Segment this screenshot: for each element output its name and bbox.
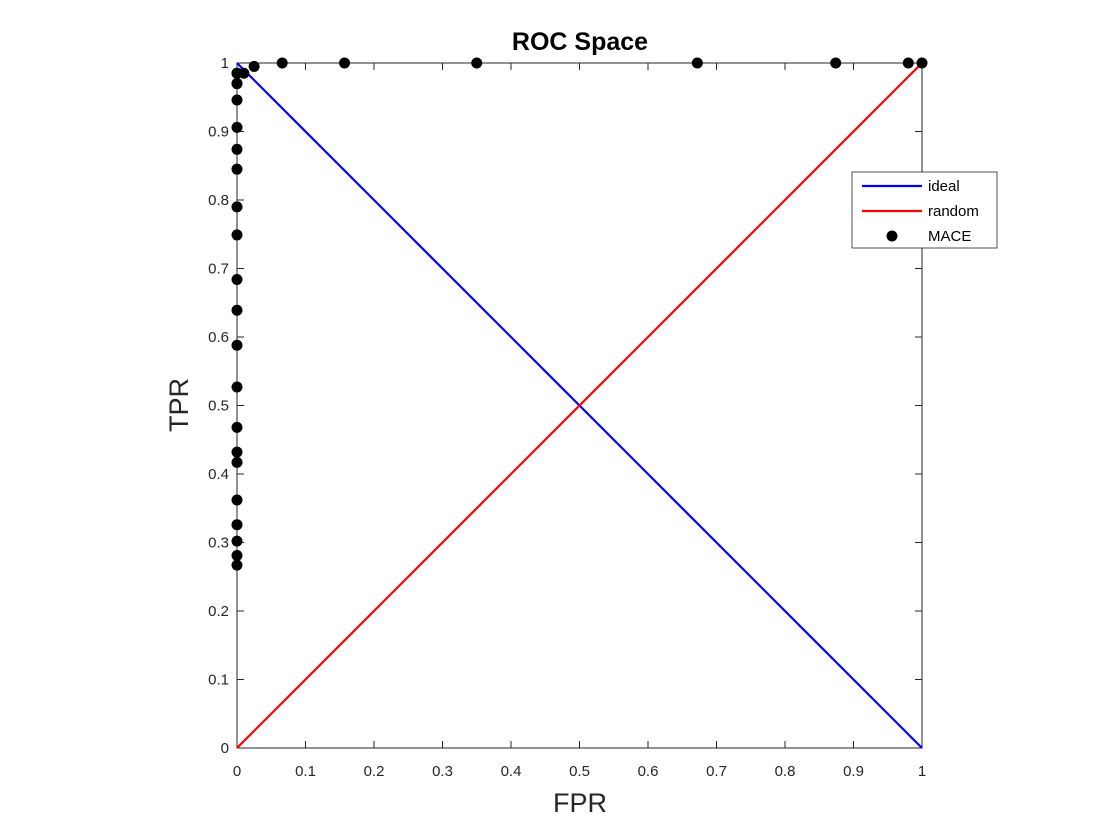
y-axis-title: TPR [164, 378, 194, 432]
mace-point [231, 550, 243, 562]
mace-point [231, 273, 243, 285]
mace-point [691, 57, 703, 69]
mace-point [231, 121, 243, 133]
legend-label: MACE [928, 228, 971, 245]
mace-point [471, 57, 483, 69]
y-tick-label: 0.3 [208, 535, 229, 552]
series-layer [231, 57, 928, 749]
mace-point [231, 304, 243, 316]
y-tick-label: 0.6 [208, 329, 229, 346]
mace-point [231, 559, 243, 571]
random-line [236, 62, 923, 749]
mace-point [231, 201, 243, 213]
mace-point [231, 163, 243, 175]
y-tick-label: 1 [221, 55, 229, 72]
mace-point [902, 57, 914, 69]
mace-point [339, 57, 351, 69]
y-axis: 0 0.1 0.2 0.3 0.4 0.5 0.6 0.7 0.8 0.9 1 [208, 55, 922, 757]
y-tick-label: 0.8 [208, 192, 229, 209]
y-tick-label: 0.7 [208, 261, 229, 278]
y-tick-label: 0.5 [208, 398, 229, 415]
mace-point [830, 57, 842, 69]
x-tick-label: 0.6 [638, 763, 659, 780]
mace-point [231, 519, 243, 531]
mace-point [238, 67, 250, 79]
x-tick-label: 0 [233, 763, 241, 780]
x-axis-title: FPR [553, 788, 607, 818]
y-tick-label: 0.4 [208, 466, 229, 483]
mace-point [231, 456, 243, 468]
mace-point [248, 60, 260, 72]
mace-point [231, 229, 243, 241]
y-tick-label: 0.2 [208, 603, 229, 620]
legend: ideal random MACE [851, 171, 998, 249]
mace-point [916, 57, 928, 69]
chart-title: ROC Space [512, 28, 648, 56]
legend-label: ideal [928, 178, 960, 195]
x-tick-label: 0.9 [843, 763, 864, 780]
mace-point [231, 143, 243, 155]
mace-point [231, 339, 243, 351]
legend-label: random [928, 203, 979, 220]
mace-point [231, 535, 243, 547]
mace-point [231, 494, 243, 506]
mace-point [231, 421, 243, 433]
mace-point [276, 57, 288, 69]
mace-point [231, 78, 243, 90]
y-tick-label: 0.1 [208, 672, 229, 689]
mace-point [231, 446, 243, 458]
y-tick-label: 0 [221, 740, 229, 757]
x-tick-label: 0.5 [569, 763, 590, 780]
x-tick-label: 0.7 [706, 763, 727, 780]
mace-point [231, 94, 243, 106]
x-tick-label: 1 [918, 763, 926, 780]
x-tick-label: 0.1 [295, 763, 316, 780]
mace-point [231, 381, 243, 393]
x-tick-label: 0.3 [432, 763, 453, 780]
y-tick-label: 0.9 [208, 124, 229, 141]
x-tick-label: 0.4 [501, 763, 522, 780]
x-tick-label: 0.2 [364, 763, 385, 780]
x-tick-label: 0.8 [775, 763, 796, 780]
legend-swatch-mace [886, 230, 898, 242]
x-axis: 0 0.1 0.2 0.3 0.4 0.5 0.6 0.7 0.8 0.9 1 [233, 63, 926, 780]
